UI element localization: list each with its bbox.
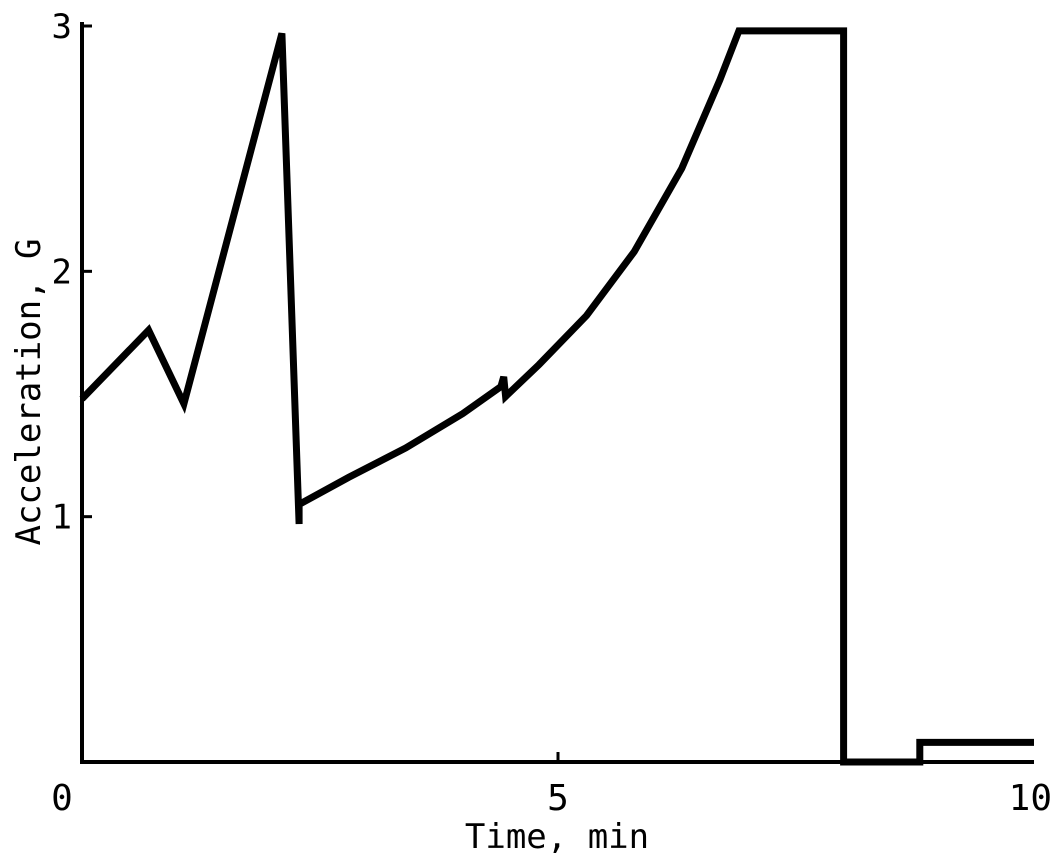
x-tick-label: 5 — [547, 778, 569, 819]
y-tick-label: 1 — [52, 498, 72, 538]
y-tick-label: 2 — [52, 252, 72, 292]
axes — [80, 22, 1034, 764]
x-tick-label: 10 — [1009, 778, 1052, 819]
x-tick-label: 0 — [51, 778, 73, 819]
tick-marks — [82, 24, 560, 762]
y-tick-label: 3 — [52, 7, 72, 47]
tick-labels: 1 2 3 0 5 10 — [51, 7, 1052, 819]
acceleration-series-line — [79, 27, 1034, 766]
series-group — [79, 27, 1034, 766]
x-axis-label: Time, min — [465, 817, 649, 857]
y-axis-label: Acceleration, G — [9, 238, 49, 545]
